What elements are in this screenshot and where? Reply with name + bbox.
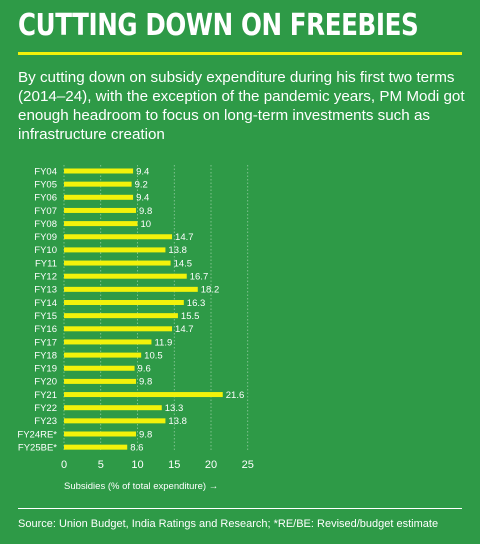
category-label: FY25BE* xyxy=(18,442,57,453)
bar xyxy=(64,392,223,398)
chart-title: CUTTING DOWN ON FREEBIES xyxy=(18,8,419,43)
category-label: FY18 xyxy=(34,350,57,361)
bar xyxy=(64,207,137,213)
value-label: 14.7 xyxy=(175,324,194,335)
value-labels: 9.4 9.2 9.4 9.8 10 14.7 13.8 14.5 16.7 18.2 16.3 15… xyxy=(130,166,244,453)
x-tick-label: 25 xyxy=(242,459,254,471)
category-labels: FY04 FY05 FY06 FY07 FY08 FY09 FY10 FY11 FY12 FY13… xyxy=(17,166,57,453)
value-label: 13.3 xyxy=(165,403,184,414)
bar xyxy=(64,418,166,424)
bar xyxy=(64,221,138,227)
category-label: FY06 xyxy=(34,193,57,204)
title-underline xyxy=(18,52,462,55)
grid-lines xyxy=(63,165,249,452)
value-label: 11.9 xyxy=(154,337,172,348)
bar xyxy=(64,339,152,345)
value-label: 13.8 xyxy=(168,416,187,427)
category-label: FY17 xyxy=(34,337,57,348)
value-label: 21.6 xyxy=(226,390,245,401)
category-label: FY12 xyxy=(34,272,57,283)
bar xyxy=(64,300,184,305)
value-label: 14.5 xyxy=(174,258,193,269)
value-label: 9.6 xyxy=(138,364,151,375)
x-tick-labels: 0 5 10 15 20 25 xyxy=(61,459,254,471)
category-label: FY13 xyxy=(34,285,57,296)
bar xyxy=(64,273,187,279)
value-label: 10 xyxy=(141,219,152,230)
category-label: FY04 xyxy=(34,166,57,177)
bar xyxy=(64,365,135,371)
category-label: FY09 xyxy=(34,232,57,243)
value-label: 10.5 xyxy=(144,350,163,361)
category-label: FY23 xyxy=(34,416,57,427)
category-label: FY21 xyxy=(34,390,57,401)
bar xyxy=(64,405,162,411)
bar xyxy=(64,234,173,240)
value-label: 9.8 xyxy=(139,377,152,388)
x-axis-label: Subsidies (% of total expenditure) → xyxy=(64,481,218,492)
category-label: FY20 xyxy=(34,377,57,388)
x-tick-label: 20 xyxy=(205,459,217,471)
bar xyxy=(64,326,173,332)
bars xyxy=(64,168,223,450)
bar xyxy=(64,378,137,384)
category-label: FY08 xyxy=(34,219,57,230)
bar xyxy=(64,431,137,437)
category-label: FY10 xyxy=(34,245,57,256)
x-tick-label: 5 xyxy=(98,459,104,471)
value-label: 9.4 xyxy=(136,166,149,177)
category-label: FY07 xyxy=(34,206,57,217)
bar xyxy=(64,168,134,174)
x-tick-label: 0 xyxy=(61,459,67,471)
category-label: FY24RE* xyxy=(17,429,57,440)
value-label: 9.8 xyxy=(139,206,152,217)
bar xyxy=(64,260,171,266)
bar xyxy=(64,313,178,319)
category-label: FY19 xyxy=(34,364,57,375)
value-label: 18.2 xyxy=(201,285,220,296)
value-label: 15.5 xyxy=(181,311,200,322)
value-label: 13.8 xyxy=(168,245,187,256)
value-label: 16.3 xyxy=(187,298,206,309)
value-label: 9.4 xyxy=(136,193,149,204)
value-label: 9.8 xyxy=(139,429,152,440)
value-label: 14.7 xyxy=(175,232,194,243)
bar xyxy=(64,444,128,450)
bar xyxy=(64,286,198,292)
category-label: FY05 xyxy=(34,179,57,190)
chart-subtitle: By cutting down on subsidy expenditure d… xyxy=(18,69,465,143)
category-label: FY16 xyxy=(34,324,57,335)
bar xyxy=(64,181,132,187)
bar xyxy=(64,194,134,200)
category-label: FY15 xyxy=(34,311,57,322)
bar xyxy=(64,352,142,358)
bar xyxy=(64,247,166,253)
category-label: FY11 xyxy=(35,258,57,269)
x-tick-label: 10 xyxy=(131,459,143,471)
category-label: FY14 xyxy=(34,298,57,309)
category-label: FY22 xyxy=(34,403,57,414)
value-label: 8.6 xyxy=(130,442,143,453)
value-label: 9.2 xyxy=(135,179,148,190)
footer-divider xyxy=(18,508,462,509)
x-tick-label: 15 xyxy=(168,459,180,471)
value-label: 16.7 xyxy=(190,272,209,283)
source-note: Source: Union Budget, India Ratings and … xyxy=(18,518,439,530)
